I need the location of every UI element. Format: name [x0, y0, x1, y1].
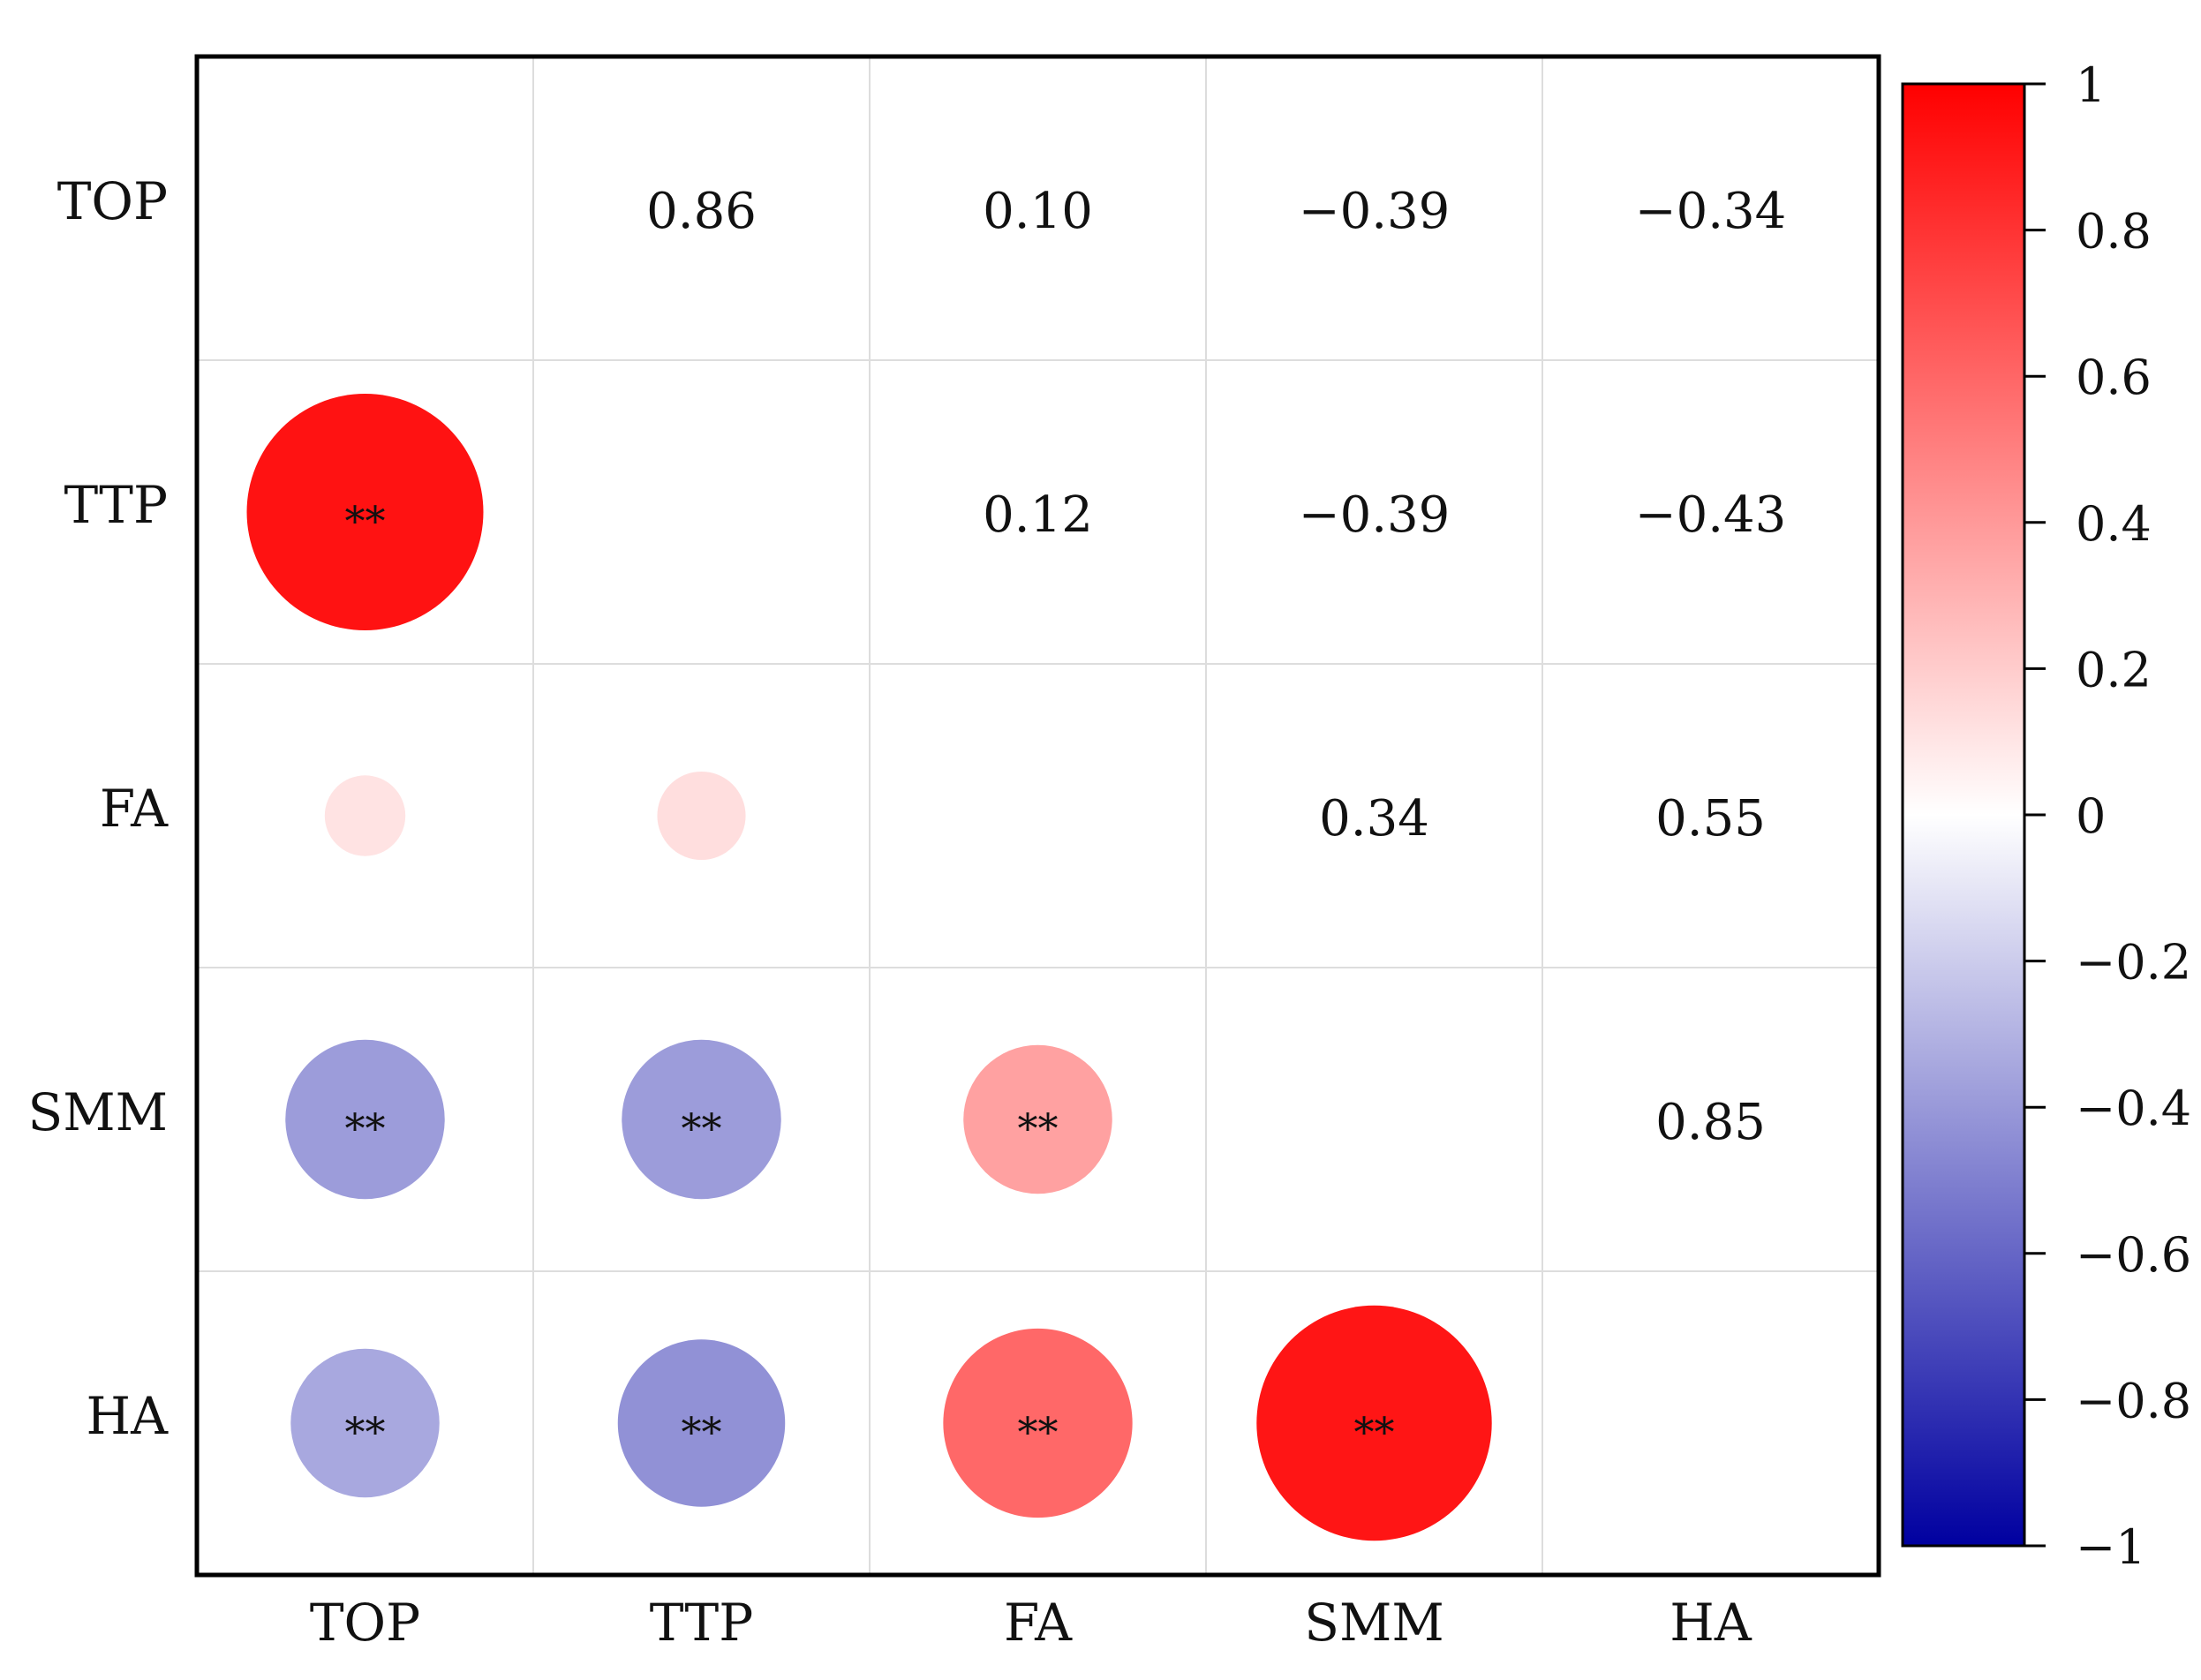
- plot-frame: [194, 54, 1881, 1578]
- corr-value-top-ha: −0.34: [1635, 183, 1787, 240]
- row-label-top: TOP: [57, 171, 168, 231]
- colorbar-tick-label: 1: [2076, 57, 2106, 113]
- significance-mark: **: [682, 1104, 722, 1152]
- corr-value-fa-smm: 0.34: [1319, 790, 1429, 848]
- row-label-smm: SMM: [27, 1082, 168, 1142]
- corr-circle-ha-fa: [943, 1328, 1133, 1518]
- column-label-ha: HA: [1670, 1593, 1753, 1653]
- colorbar-tick-label: −0.8: [2076, 1373, 2191, 1428]
- colorbar-tick-label: −1: [2076, 1519, 2146, 1575]
- corr-circle-ha-smm: [1256, 1305, 1492, 1541]
- corr-circle-smm-fa: [963, 1044, 1112, 1194]
- corr-circle-smm-top: [285, 1039, 445, 1200]
- column-label-fa: FA: [1004, 1593, 1073, 1653]
- significance-mark: **: [345, 1408, 386, 1456]
- colorbar-tick-label: 0.8: [2076, 204, 2152, 260]
- corr-value-ttp-fa: 0.12: [983, 486, 1093, 544]
- corr-value-ttp-smm: −0.39: [1299, 486, 1451, 544]
- column-label-smm: SMM: [1304, 1593, 1444, 1653]
- significance-mark: **: [1018, 1104, 1059, 1152]
- corr-circle-smm-ttp: [622, 1039, 781, 1200]
- colorbar-tick-label: 0.4: [2076, 496, 2152, 552]
- corr-value-smm-ha: 0.85: [1655, 1094, 1766, 1151]
- colorbar-tick-label: −0.4: [2076, 1081, 2191, 1136]
- significance-mark: **: [1018, 1408, 1059, 1456]
- corr-circle-fa-ttp: [657, 771, 746, 861]
- colorbar-tick-label: 0: [2076, 788, 2106, 844]
- row-label-fa: FA: [100, 779, 169, 839]
- corr-value-top-smm: −0.39: [1299, 183, 1451, 240]
- corr-value-ttp-ha: −0.43: [1635, 486, 1787, 544]
- significance-mark: **: [345, 1104, 386, 1152]
- corr-value-top-ttp: 0.86: [646, 183, 757, 240]
- corr-circle-fa-top: [324, 775, 406, 856]
- colorbar-gradient: [1901, 82, 2026, 1548]
- corr-circle-ha-top: [290, 1348, 440, 1498]
- column-labels: TOP TTP FA SMM HA: [310, 1593, 1753, 1653]
- colorbar-tick-label: 0.6: [2076, 350, 2152, 405]
- significance-mark: **: [682, 1408, 722, 1456]
- row-label-ha: HA: [87, 1386, 170, 1446]
- corr-value-top-fa: 0.10: [983, 183, 1093, 240]
- column-label-top: TOP: [310, 1593, 420, 1653]
- row-labels: TOP TTP FA SMM HA: [27, 171, 169, 1446]
- correlation-marks: ** 0.86 0.10 ** −0.39 ** −0.34 0.12 ** −0.39 ** −0.…: [246, 183, 1787, 1541]
- grid-lines: [197, 57, 1879, 1575]
- colorbar-tick-label: −0.6: [2076, 1227, 2191, 1283]
- column-label-ttp: TTP: [650, 1593, 753, 1653]
- colorbar-tick-label: −0.2: [2076, 935, 2191, 991]
- colorbar-tick-label: 0.2: [2076, 642, 2152, 697]
- row-label-ttp: TTP: [64, 475, 168, 535]
- corr-circle-ttp-top: [246, 394, 484, 630]
- colorbar: 1 0.8 0.6 0.4 0.2 0 −0.2 −0.4 −0.6 −0.8 −1: [1901, 57, 2191, 1575]
- significance-mark: **: [345, 497, 386, 545]
- significance-mark: **: [1354, 1408, 1395, 1456]
- corr-circle-ha-ttp: [617, 1339, 786, 1507]
- corr-value-fa-ha: 0.55: [1655, 790, 1766, 848]
